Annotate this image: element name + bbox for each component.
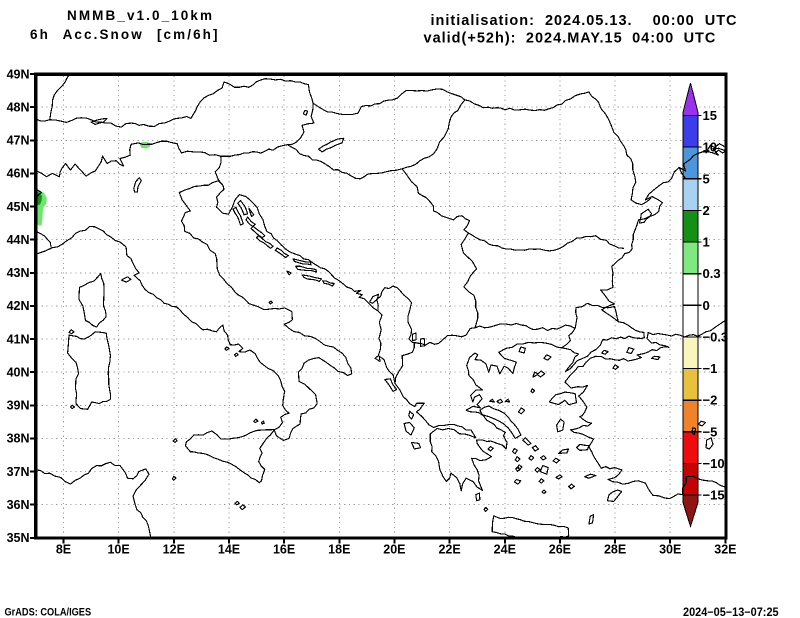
svg-text:GrADS: COLA/IGES: GrADS: COLA/IGES <box>5 607 92 618</box>
svg-text:12E: 12E <box>163 543 185 557</box>
svg-text:−15: −15 <box>703 488 725 503</box>
svg-text:24E: 24E <box>494 543 516 557</box>
svg-text:initialisation: 2024.05.13. 0: initialisation: 2024.05.13. 00:00 UTC <box>431 13 738 29</box>
svg-text:1: 1 <box>703 235 710 250</box>
svg-text:18E: 18E <box>328 543 350 557</box>
svg-text:49N: 49N <box>7 67 30 81</box>
svg-text:14E: 14E <box>218 543 240 557</box>
svg-text:46N: 46N <box>7 167 30 181</box>
svg-text:2: 2 <box>703 203 710 218</box>
svg-text:10E: 10E <box>107 543 129 557</box>
svg-text:42N: 42N <box>7 299 30 313</box>
svg-text:−0.3: −0.3 <box>703 329 729 344</box>
svg-text:26E: 26E <box>549 543 571 557</box>
svg-text:6h Acc.Snow [cm/6h]: 6h Acc.Snow [cm/6h] <box>30 27 220 42</box>
svg-text:45N: 45N <box>7 200 30 214</box>
svg-text:38N: 38N <box>7 432 30 446</box>
svg-text:valid(+52h): 2024.MAY.15 04:00: valid(+52h): 2024.MAY.15 04:00 UTC <box>424 31 717 47</box>
svg-text:44N: 44N <box>7 233 30 247</box>
svg-text:48N: 48N <box>7 101 30 115</box>
svg-text:20E: 20E <box>383 543 405 557</box>
svg-text:NMMB_v1.0_10km: NMMB_v1.0_10km <box>67 8 214 23</box>
svg-text:16E: 16E <box>273 543 295 557</box>
svg-text:15: 15 <box>703 108 717 123</box>
svg-text:35N: 35N <box>7 531 30 545</box>
svg-text:41N: 41N <box>7 332 30 346</box>
svg-text:37N: 37N <box>7 465 30 479</box>
svg-text:0: 0 <box>703 298 710 313</box>
svg-text:22E: 22E <box>438 543 460 557</box>
svg-text:40N: 40N <box>7 366 30 380</box>
svg-text:39N: 39N <box>7 399 30 413</box>
svg-text:30E: 30E <box>659 543 681 557</box>
svg-text:47N: 47N <box>7 134 30 148</box>
svg-text:5: 5 <box>703 171 710 186</box>
svg-text:0.3: 0.3 <box>703 266 721 281</box>
svg-text:43N: 43N <box>7 266 30 280</box>
svg-text:−10: −10 <box>703 456 725 471</box>
svg-text:28E: 28E <box>604 543 626 557</box>
svg-text:−5: −5 <box>703 424 718 439</box>
svg-text:−1: −1 <box>703 361 718 376</box>
svg-text:32E: 32E <box>714 543 736 557</box>
svg-text:36N: 36N <box>7 498 30 512</box>
svg-text:−2: −2 <box>703 393 718 408</box>
svg-text:2024−05−13−07:25: 2024−05−13−07:25 <box>683 607 779 618</box>
svg-text:8E: 8E <box>56 543 71 557</box>
